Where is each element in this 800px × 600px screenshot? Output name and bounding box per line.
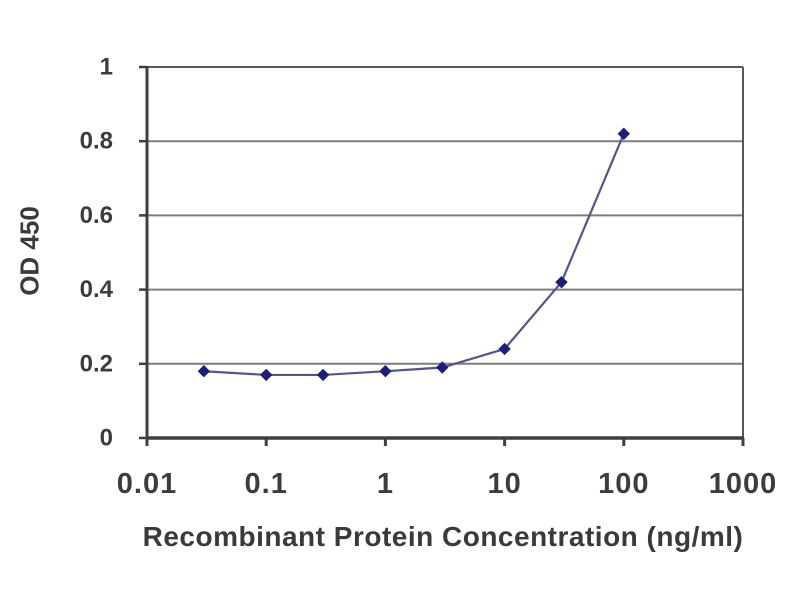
y-tick-label: 0.8 [80, 128, 113, 155]
x-tick-label: 0.01 [117, 468, 177, 500]
x-tick-label: 100 [598, 468, 649, 500]
data-point-marker [555, 275, 568, 289]
x-tick-label: 1 [377, 468, 394, 500]
series-line [203, 133, 625, 377]
y-tick-label: 0.2 [80, 350, 113, 377]
data-point-marker [617, 127, 631, 140]
data-point-marker [436, 361, 449, 374]
y-tick-label: 1 [100, 54, 113, 81]
y-tick-label: 0.6 [80, 202, 113, 229]
x-tick-label: 0.1 [245, 468, 288, 500]
y-axis-title: OD 450 [14, 206, 45, 296]
x-axis-title: Recombinant Protein Concentration (ng/ml… [142, 521, 744, 552]
data-point-marker [259, 368, 273, 382]
data-point-marker [498, 342, 511, 356]
data-point-marker [379, 365, 392, 378]
data-point-marker [197, 365, 211, 378]
y-tick-label: 0.4 [80, 276, 114, 303]
data-point-marker [316, 368, 330, 382]
x-tick-label: 10 [487, 468, 521, 500]
x-tick-label: 1000 [709, 468, 778, 500]
y-tick-label: 0 [100, 425, 113, 452]
